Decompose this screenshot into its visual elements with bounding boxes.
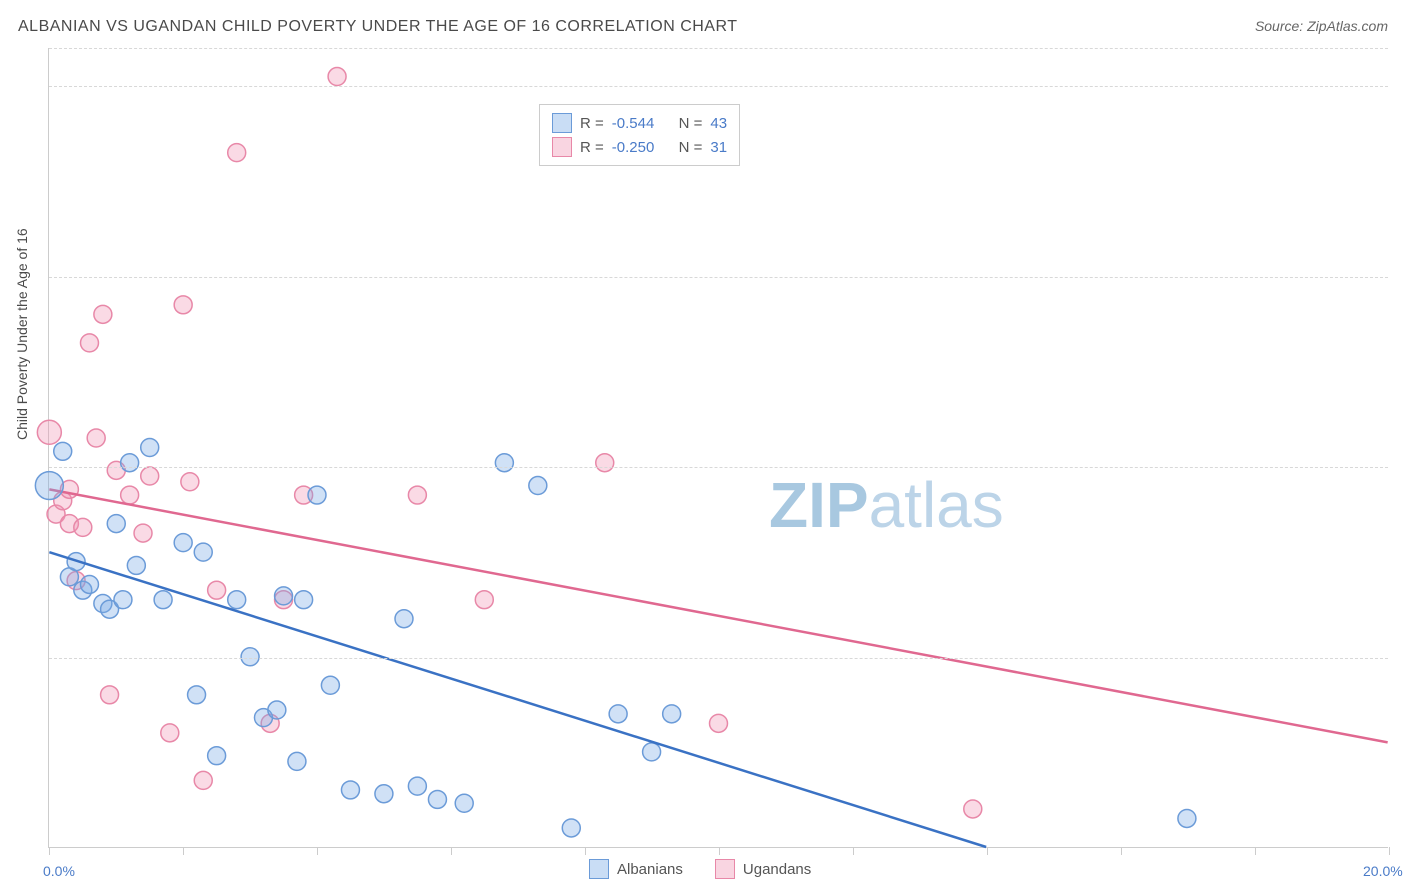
- data-point: [208, 581, 226, 599]
- albanians-r-value: -0.544: [612, 115, 655, 132]
- data-point: [127, 556, 145, 574]
- data-point: [395, 610, 413, 628]
- grid-line: [49, 48, 1388, 49]
- data-point: [87, 429, 105, 447]
- x-tick: [451, 847, 452, 855]
- data-point: [408, 486, 426, 504]
- x-tick: [1255, 847, 1256, 855]
- scatter-plot-svg: [49, 48, 1388, 847]
- data-point: [80, 575, 98, 593]
- data-point: [154, 591, 172, 609]
- x-tick-label: 20.0%: [1363, 863, 1403, 879]
- albanians-n-value: 43: [710, 115, 727, 132]
- ugandans-n-value: 31: [710, 139, 727, 156]
- n-label: N =: [679, 139, 703, 156]
- data-point: [295, 591, 313, 609]
- ugandans-label: Ugandans: [743, 861, 811, 878]
- grid-line: [49, 658, 1388, 659]
- data-point: [268, 701, 286, 719]
- data-point: [208, 747, 226, 765]
- data-point: [596, 454, 614, 472]
- data-point: [101, 686, 119, 704]
- data-point: [80, 334, 98, 352]
- x-tick: [719, 847, 720, 855]
- data-point: [54, 442, 72, 460]
- data-point: [188, 686, 206, 704]
- data-point: [194, 543, 212, 561]
- x-tick: [49, 847, 50, 855]
- data-point: [495, 454, 513, 472]
- data-point: [288, 752, 306, 770]
- ugandans-r-value: -0.250: [612, 139, 655, 156]
- y-axis-label: Child Poverty Under the Age of 16: [14, 228, 30, 440]
- data-point: [141, 467, 159, 485]
- r-label: R =: [580, 139, 604, 156]
- data-point: [321, 676, 339, 694]
- data-point: [141, 439, 159, 457]
- data-point: [710, 714, 728, 732]
- n-label: N =: [679, 115, 703, 132]
- data-point: [1178, 809, 1196, 827]
- data-point: [663, 705, 681, 723]
- data-point: [308, 486, 326, 504]
- data-point: [275, 587, 293, 605]
- data-point: [121, 486, 139, 504]
- x-tick: [853, 847, 854, 855]
- correlation-legend: R = -0.544 N = 43 R = -0.250 N = 31: [539, 104, 740, 166]
- data-point: [174, 534, 192, 552]
- data-point: [107, 515, 125, 533]
- grid-line: [49, 277, 1388, 278]
- data-point: [375, 785, 393, 803]
- data-point: [428, 790, 446, 808]
- albanians-swatch-icon: [552, 113, 572, 133]
- data-point: [74, 518, 92, 536]
- data-point: [228, 144, 246, 162]
- data-point: [562, 819, 580, 837]
- data-point: [408, 777, 426, 795]
- data-point: [114, 591, 132, 609]
- data-point: [341, 781, 359, 799]
- data-point: [134, 524, 152, 542]
- series-legend: Albanians Ugandans: [589, 859, 811, 879]
- data-point: [643, 743, 661, 761]
- data-point: [455, 794, 473, 812]
- data-point: [529, 477, 547, 495]
- data-point: [228, 591, 246, 609]
- grid-line: [49, 86, 1388, 87]
- data-point: [161, 724, 179, 742]
- data-point: [609, 705, 627, 723]
- source-attribution: Source: ZipAtlas.com: [1255, 18, 1388, 34]
- ugandans-swatch-icon: [715, 859, 735, 879]
- data-point: [475, 591, 493, 609]
- ugandans-swatch-icon: [552, 137, 572, 157]
- legend-item-albanians: Albanians: [589, 859, 683, 879]
- legend-row-albanians: R = -0.544 N = 43: [552, 111, 727, 135]
- data-point: [174, 296, 192, 314]
- x-tick: [1389, 847, 1390, 855]
- legend-row-ugandans: R = -0.250 N = 31: [552, 135, 727, 159]
- albanians-swatch-icon: [589, 859, 609, 879]
- data-point: [181, 473, 199, 491]
- data-point: [37, 420, 61, 444]
- grid-line: [49, 467, 1388, 468]
- data-point: [121, 454, 139, 472]
- x-tick-label: 0.0%: [43, 863, 75, 879]
- data-point: [194, 771, 212, 789]
- data-point: [94, 305, 112, 323]
- data-point: [964, 800, 982, 818]
- x-tick: [585, 847, 586, 855]
- x-tick: [1121, 847, 1122, 855]
- x-tick: [987, 847, 988, 855]
- x-tick: [317, 847, 318, 855]
- data-point: [328, 68, 346, 86]
- r-label: R =: [580, 115, 604, 132]
- chart-plot-area: ZIPatlas R = -0.544 N = 43 R = -0.250 N …: [48, 48, 1388, 848]
- chart-title: ALBANIAN VS UGANDAN CHILD POVERTY UNDER …: [18, 18, 738, 36]
- x-tick: [183, 847, 184, 855]
- legend-item-ugandans: Ugandans: [715, 859, 811, 879]
- albanians-label: Albanians: [617, 861, 683, 878]
- data-point: [35, 472, 63, 500]
